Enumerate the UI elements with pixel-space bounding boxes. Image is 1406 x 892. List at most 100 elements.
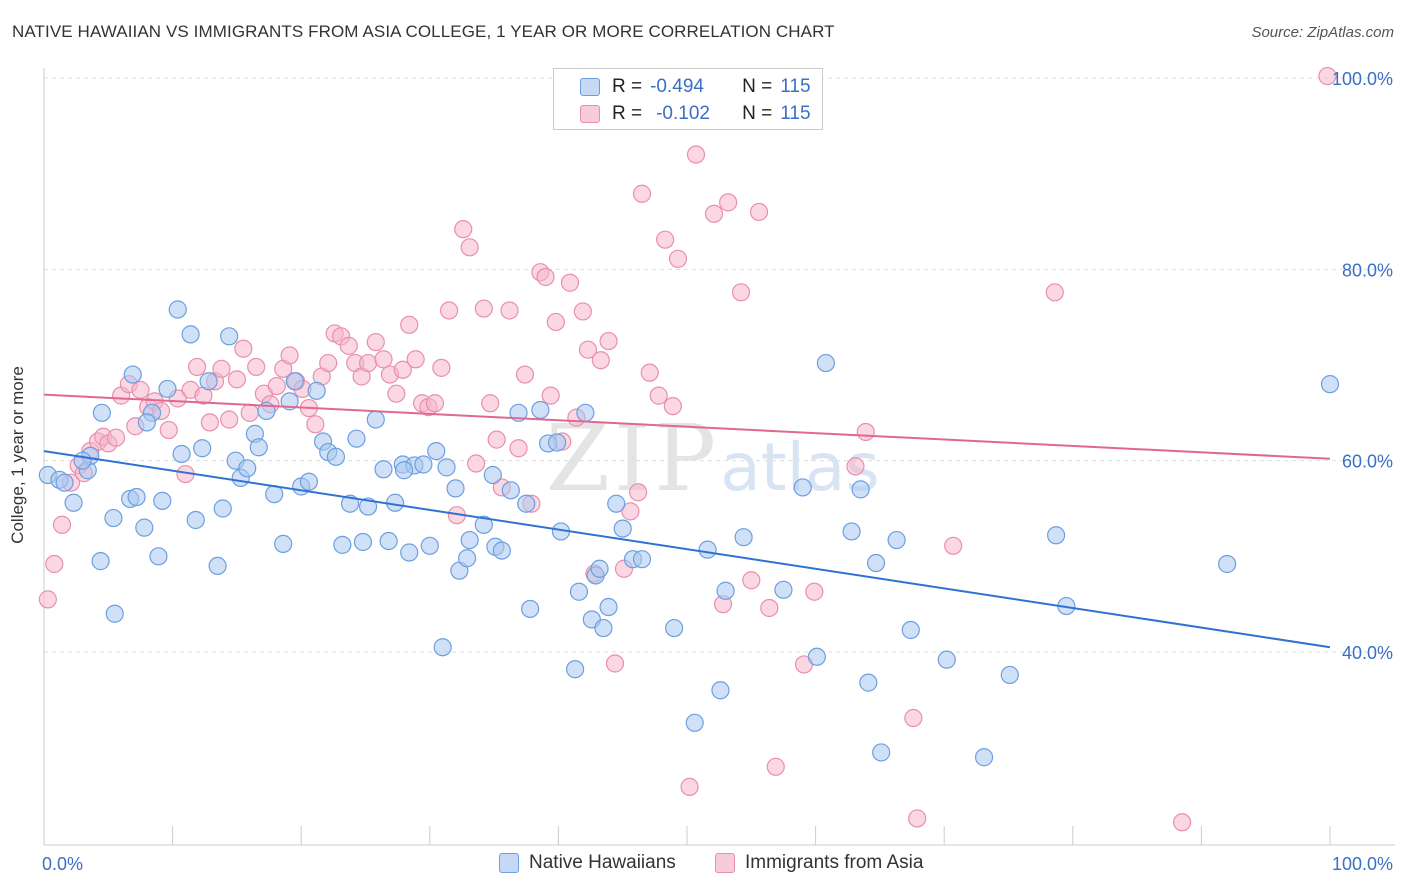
point-immigrants-from-asia: [38, 590, 57, 609]
point-immigrants-from-asia: [487, 430, 506, 449]
point-immigrants-from-asia: [474, 299, 493, 318]
point-immigrants-from-asia: [904, 708, 923, 728]
legend-r-label: R =: [612, 103, 643, 124]
point-native-hawaiian: [501, 481, 520, 500]
point-immigrants-from-asia: [731, 283, 751, 302]
point-immigrants-from-asia: [227, 370, 246, 389]
point-native-hawaiian: [220, 327, 239, 346]
series-legend: Native Hawaiians Immigrants from Asia: [0, 852, 1406, 878]
point-immigrants-from-asia: [599, 331, 618, 351]
point-immigrants-from-asia: [1318, 66, 1337, 86]
point-native-hawaiian: [937, 650, 956, 669]
point-native-hawaiian: [168, 300, 187, 319]
point-native-hawaiian: [901, 620, 920, 640]
point-immigrants-from-asia: [578, 340, 598, 359]
correlation-legend: R = -0.494 N = 115 R = -0.102 N = 115: [553, 68, 823, 130]
point-native-hawaiian: [457, 549, 477, 568]
point-native-hawaiian: [238, 459, 257, 478]
point-immigrants-from-asia: [560, 273, 580, 292]
point-immigrants-from-asia: [466, 454, 486, 473]
point-immigrants-from-asia: [760, 598, 779, 618]
point-native-hawaiian: [285, 372, 304, 391]
point-native-hawaiian: [594, 618, 613, 638]
point-immigrants-from-asia: [52, 515, 72, 534]
point-native-hawaiian: [446, 479, 465, 498]
source-credit: Source: ZipAtlas.com: [1251, 24, 1394, 41]
point-native-hawaiian: [548, 433, 567, 452]
x-tick-label: 0.0%: [42, 854, 83, 874]
grid-lines: [44, 77, 1395, 653]
point-immigrants-from-asia: [605, 654, 625, 673]
legend-row-native-hawaiians: R = -0.494 N = 115: [554, 73, 811, 101]
legend-swatch-pink: [715, 853, 735, 873]
point-immigrants-from-asia: [629, 483, 648, 502]
point-native-hawaiian: [816, 353, 835, 373]
point-native-hawaiian: [186, 510, 205, 530]
point-immigrants-from-asia: [704, 204, 724, 223]
legend-label-native-hawaiians: Native Hawaiians: [529, 852, 676, 873]
series-native-hawaiians: [38, 300, 1340, 767]
point-native-hawaiian: [181, 325, 200, 344]
point-immigrants-from-asia: [1045, 283, 1064, 302]
point-immigrants-from-asia: [460, 238, 479, 257]
point-immigrants-from-asia: [306, 415, 325, 434]
point-native-hawaiian: [1000, 665, 1019, 685]
point-immigrants-from-asia: [366, 332, 385, 352]
point-immigrants-from-asia: [766, 757, 785, 776]
point-immigrants-from-asia: [187, 357, 207, 377]
page-title: NATIVE HAWAIIAN VS IMMIGRANTS FROM ASIA …: [12, 22, 835, 41]
point-native-hawaiian: [73, 451, 92, 470]
point-immigrants-from-asia: [621, 502, 640, 521]
point-native-hawaiian: [274, 534, 293, 553]
legend-r-label: R =: [612, 76, 643, 97]
point-immigrants-from-asia: [515, 365, 535, 384]
point-native-hawaiian: [347, 429, 366, 448]
point-immigrants-from-asia: [742, 571, 761, 590]
legend-row-immigrants-from-asia: R = -0.102 N = 115: [554, 100, 811, 128]
point-native-hawaiian: [307, 381, 326, 400]
point-native-hawaiian: [569, 582, 589, 601]
watermark: ZIP atlas: [546, 405, 880, 512]
y-tick-label: 40.0%: [1342, 643, 1393, 663]
point-immigrants-from-asia: [649, 386, 668, 405]
legend-item-immigrants-from-asia: Immigrants from Asia: [715, 852, 923, 874]
point-native-hawaiian: [420, 536, 439, 555]
y-tick-label: 60.0%: [1342, 452, 1393, 472]
point-immigrants-from-asia: [240, 403, 259, 422]
trend-line-native-hawaiian: [43, 450, 1331, 649]
point-native-hawaiian: [1218, 554, 1237, 574]
point-native-hawaiian: [249, 438, 268, 457]
point-native-hawaiian: [353, 532, 373, 552]
legend-swatch-blue: [580, 78, 600, 96]
point-immigrants-from-asia: [234, 339, 253, 358]
point-immigrants-from-asia: [200, 413, 219, 432]
point-native-hawaiian: [859, 673, 878, 692]
point-native-hawaiian: [1046, 526, 1066, 545]
point-native-hawaiian: [665, 618, 684, 638]
point-native-hawaiian: [64, 493, 83, 512]
point-native-hawaiian: [509, 403, 528, 422]
point-native-hawaiian: [576, 403, 595, 422]
point-immigrants-from-asia: [686, 145, 706, 164]
point-immigrants-from-asia: [267, 376, 286, 396]
point-native-hawaiian: [734, 528, 753, 547]
point-native-hawaiian: [55, 473, 74, 492]
point-immigrants-from-asia: [406, 350, 425, 369]
point-immigrants-from-asia: [393, 360, 412, 379]
point-immigrants-from-asia: [656, 230, 675, 249]
point-native-hawaiian: [1320, 375, 1340, 394]
x-tick-label: 100.0%: [1332, 854, 1393, 874]
point-native-hawaiian: [872, 743, 891, 762]
point-native-hawaiian: [366, 410, 385, 429]
point-native-hawaiian: [414, 455, 433, 474]
point-immigrants-from-asia: [680, 777, 699, 796]
point-native-hawaiian: [358, 497, 378, 516]
point-native-hawaiian: [400, 543, 419, 562]
point-native-hawaiian: [137, 413, 156, 432]
point-immigrants-from-asia: [319, 353, 338, 373]
point-native-hawaiian: [326, 447, 346, 466]
point-native-hawaiian: [492, 541, 511, 560]
point-native-hawaiian: [531, 400, 550, 420]
point-immigrants-from-asia: [541, 386, 560, 405]
